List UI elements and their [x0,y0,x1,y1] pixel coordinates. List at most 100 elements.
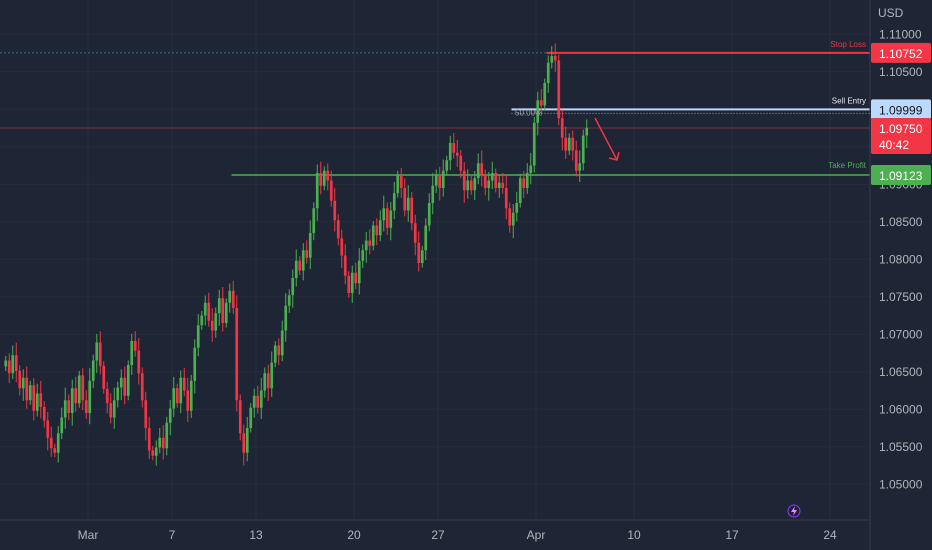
candle-body [410,197,414,224]
candle-body [312,208,316,233]
candle-body [476,163,480,179]
candle-body [284,305,288,331]
candle-body [252,395,256,408]
candle-body [305,250,309,258]
candle-body [217,298,221,314]
stop-loss-label: Stop Loss [830,40,866,49]
candle-body [235,308,239,401]
candle-body [413,223,417,243]
price-tick-label: 1.06000 [879,402,923,416]
candle-body [109,403,113,418]
candle-body [518,178,522,203]
candle-body [578,163,582,171]
candle-body [371,225,375,246]
candle-body [224,302,228,323]
price-tick-label: 1.07000 [879,327,923,341]
candle-body [550,56,554,63]
candle-body [182,377,186,391]
sell-entry-label: Sell Entry [832,96,866,105]
candle-body [375,225,379,236]
candle-body [326,170,330,181]
candle-body [455,152,459,156]
candle-body [417,242,421,263]
candle-body [175,388,179,404]
candle-body [95,342,99,361]
candle-body [112,400,116,418]
candle-body [343,255,347,276]
candle-body [280,330,284,356]
candle-body [144,400,148,428]
candle-body [291,278,295,296]
candle-body [98,342,102,366]
candle-body [119,377,123,388]
fib-label: 50.00% [515,108,542,117]
candle-body [473,178,477,191]
candle-body [434,175,438,186]
candle-body [564,137,568,151]
date-tick-label: 27 [431,528,445,542]
candle-body [399,175,403,188]
candle-body [151,450,155,456]
candle-body [21,377,25,389]
candle-body [574,150,578,171]
date-tick-label: 13 [249,528,263,542]
date-tick-label: 10 [627,528,641,542]
candle-body [28,385,32,401]
candle-body [60,417,64,434]
take-profit-tag-bg [871,165,931,186]
candle-body [214,313,218,331]
price-tick-label: 1.08000 [879,252,923,266]
currency-label: USD [878,6,904,20]
candle-body [515,203,519,213]
candle-body [452,143,456,153]
candle-body [368,240,372,246]
candle-body [84,400,88,413]
candle-body [4,360,8,367]
candle-body [347,275,351,293]
candle-body [221,298,225,323]
candle-body [270,362,274,389]
candle-body [126,365,130,396]
candle-body [581,135,585,164]
candle-body [7,360,11,374]
candle-body [431,185,435,203]
candle-body [420,250,424,263]
candle-body [186,390,190,411]
candle-body [382,208,386,221]
candle-body [165,422,169,449]
candle-body [322,170,326,186]
candle-body [483,175,487,188]
date-tick-label: Apr [527,528,546,542]
candle-body [508,208,512,226]
candle-body [501,182,505,188]
projection-arrow-head [608,151,620,161]
candles [4,43,589,466]
candle-body [354,272,358,284]
candle-body [203,302,207,316]
countdown-text: 40:42 [879,138,909,152]
candle-body [210,320,214,331]
lightning-icon [787,504,801,518]
candle-body [140,373,144,401]
candle-body [56,433,60,453]
candle-body [67,400,71,413]
candle-body [315,173,319,209]
candle-body [168,408,172,423]
candle-body [35,393,39,411]
candle-body [308,233,312,258]
candle-body [77,375,81,404]
candle-body [207,302,211,321]
candle-body [228,290,232,303]
candle-body [396,175,400,194]
candle-body [74,388,78,404]
candle-body [273,345,277,363]
candle-body [522,178,526,188]
candle-body [14,355,18,371]
candle-body [154,447,158,456]
candle-body [445,160,449,171]
candle-body [336,220,340,239]
